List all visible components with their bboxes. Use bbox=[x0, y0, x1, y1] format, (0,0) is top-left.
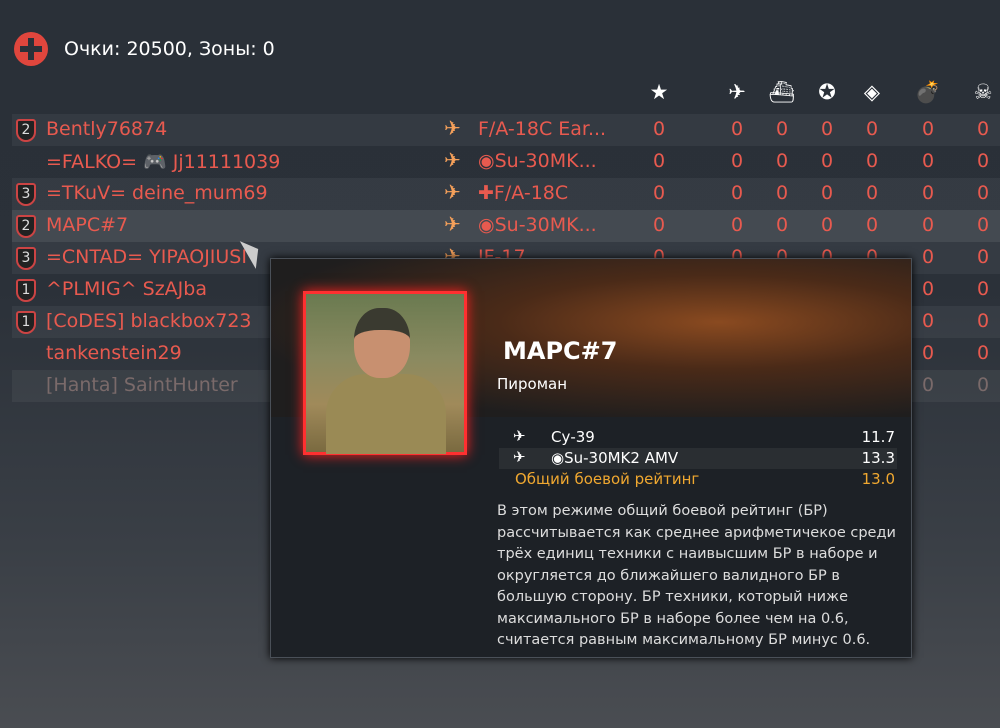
score-cell: 0 bbox=[652, 118, 666, 140]
total-br-row: Общий боевой рейтинг 13.0 bbox=[499, 469, 897, 490]
score-cell: 0 bbox=[976, 214, 990, 236]
vehicle-name: Су-39 bbox=[551, 428, 595, 446]
rank-badge: 1 bbox=[16, 279, 36, 302]
score-cell: 0 bbox=[921, 214, 935, 236]
vehicle-row: ✈ ◉Su-30MK2 AMV 13.3 bbox=[499, 448, 897, 469]
score-cell: 0 bbox=[730, 182, 744, 204]
score-cell: 0 bbox=[652, 182, 666, 204]
score-cell: 0 bbox=[865, 150, 879, 172]
score-cell: 0 bbox=[976, 278, 990, 300]
total-br-value: 13.0 bbox=[861, 470, 895, 488]
player-name[interactable]: tankenstein29 bbox=[46, 342, 182, 364]
vehicle-name: ✚F/A-18C bbox=[478, 182, 569, 204]
score-cell: 0 bbox=[820, 150, 834, 172]
score-cell: 0 bbox=[976, 310, 990, 332]
score-cell: 0 bbox=[775, 214, 789, 236]
score-cell: 0 bbox=[921, 118, 935, 140]
rank-badge: 2 bbox=[16, 119, 36, 142]
score-cell: 0 bbox=[976, 342, 990, 364]
assist-badge-icon: ✪ bbox=[818, 80, 836, 104]
score-cell: 0 bbox=[921, 246, 935, 268]
score-cell: 0 bbox=[976, 182, 990, 204]
br-description: В этом режиме общий боевой рейтинг (БР) … bbox=[497, 503, 896, 648]
tooltip-player-name: MAPC#7 bbox=[503, 337, 618, 365]
rank-badge: 2 bbox=[16, 215, 36, 238]
score-cell: 0 bbox=[921, 150, 935, 172]
air-kill-icon: ✈ bbox=[728, 80, 746, 104]
vehicle-br: 11.7 bbox=[861, 428, 895, 446]
bombs-icon: 💣 bbox=[914, 80, 942, 104]
player-name[interactable]: ^PLMIG^ SzAJba bbox=[46, 278, 207, 300]
score-cell: 0 bbox=[865, 118, 879, 140]
player-name[interactable]: MAPC#7 bbox=[46, 214, 129, 236]
player-row[interactable]: 3 =TKuV= deine_mum69 ✈ ✚F/A-18C 0 0 0 0 0 0 0 bbox=[12, 178, 1000, 210]
team-score: Очки: 20500, Зоны: 0 bbox=[64, 38, 275, 60]
player-row[interactable]: 1 ^PLMIG^ SzAJba 0 0 bbox=[12, 274, 1000, 306]
score-cell: 0 bbox=[976, 118, 990, 140]
red-cross-team-icon bbox=[14, 32, 48, 66]
score-cell: 0 bbox=[652, 150, 666, 172]
player-row[interactable]: tankenstein29 0 0 bbox=[12, 338, 1000, 370]
capture-zone-icon: ◈ bbox=[863, 80, 881, 104]
score-cell: 0 bbox=[652, 214, 666, 236]
star-icon: ★ bbox=[649, 80, 669, 104]
vehicle-name: ◉Su-30MK2 AMV bbox=[551, 449, 679, 467]
player-name[interactable]: =FALKO= 🎮 Jj11111039 bbox=[46, 151, 281, 173]
score-cell: 0 bbox=[921, 374, 935, 396]
rank-badge: 3 bbox=[16, 183, 36, 206]
player-name[interactable]: [Hanta] SaintHunter bbox=[46, 374, 238, 396]
player-name[interactable]: =CNTAD= YIPAOJIUSI bbox=[46, 246, 247, 268]
rank-badge: 1 bbox=[16, 311, 36, 334]
score-cell: 0 bbox=[730, 150, 744, 172]
vehicle-name: ◉Su-30MK... bbox=[478, 150, 597, 172]
score-cell: 0 bbox=[820, 214, 834, 236]
player-avatar bbox=[303, 291, 467, 455]
vehicle-name: ◉Su-30MK... bbox=[478, 214, 597, 236]
player-name[interactable]: Bently76874 bbox=[46, 118, 168, 140]
score-cell: 0 bbox=[921, 182, 935, 204]
ground-kill-icon: ⛴ bbox=[768, 80, 796, 104]
player-name[interactable]: =TKuV= deine_mum69 bbox=[46, 182, 268, 204]
score-cell: 0 bbox=[921, 278, 935, 300]
player-name[interactable]: [CoDES] blackbox723 bbox=[46, 310, 252, 332]
score-cell: 0 bbox=[775, 182, 789, 204]
score-cell: 0 bbox=[820, 118, 834, 140]
score-cell: 0 bbox=[976, 374, 990, 396]
score-cell: 0 bbox=[865, 214, 879, 236]
player-row[interactable]: 2 MAPC#7 ✈ ◉Su-30MK... 0 0 0 0 0 0 0 bbox=[12, 210, 1000, 242]
score-cell: 0 bbox=[976, 246, 990, 268]
vehicle-row: ✈ Су-39 11.7 bbox=[499, 427, 897, 448]
score-cell: 0 bbox=[921, 310, 935, 332]
player-row[interactable]: 2 Bently76874 ✈ F/A-18C Ear... 0 0 0 0 0 0 0 bbox=[12, 114, 1000, 146]
plane-icon: ✈ bbox=[513, 427, 526, 445]
jet-icon: ✈ bbox=[513, 448, 526, 466]
player-row[interactable]: =FALKO= 🎮 Jj11111039 ✈ ◉Su-30MK... 0 0 0 0 0 0 0 bbox=[12, 146, 1000, 178]
rank-badge: 3 bbox=[16, 247, 36, 270]
score-cell: 0 bbox=[730, 118, 744, 140]
vehicle-name: F/A-18C Ear... bbox=[478, 118, 607, 140]
jet-icon: ✈ bbox=[444, 180, 461, 204]
jet-icon: ✈ bbox=[444, 148, 461, 172]
jet-icon: ✈ bbox=[444, 116, 461, 140]
score-cell: 0 bbox=[820, 182, 834, 204]
score-cell: 0 bbox=[865, 182, 879, 204]
vehicle-br: 13.3 bbox=[861, 449, 895, 467]
total-br-label: Общий боевой рейтинг bbox=[515, 470, 700, 488]
score-cell: 0 bbox=[921, 342, 935, 364]
jet-icon: ✈ bbox=[444, 212, 461, 236]
team-header: Очки: 20500, Зоны: 0 bbox=[14, 32, 275, 66]
deaths-skull-icon: ☠ bbox=[973, 80, 993, 104]
player-tooltip: MAPC#7 Пироман ✈ Су-39 11.7 ✈ ◉Su-30MK2 … bbox=[270, 258, 912, 658]
score-cell: 0 bbox=[976, 150, 990, 172]
tooltip-player-title: Пироман bbox=[497, 375, 568, 393]
score-cell: 0 bbox=[775, 118, 789, 140]
score-cell: 0 bbox=[775, 150, 789, 172]
score-cell: 0 bbox=[730, 214, 744, 236]
